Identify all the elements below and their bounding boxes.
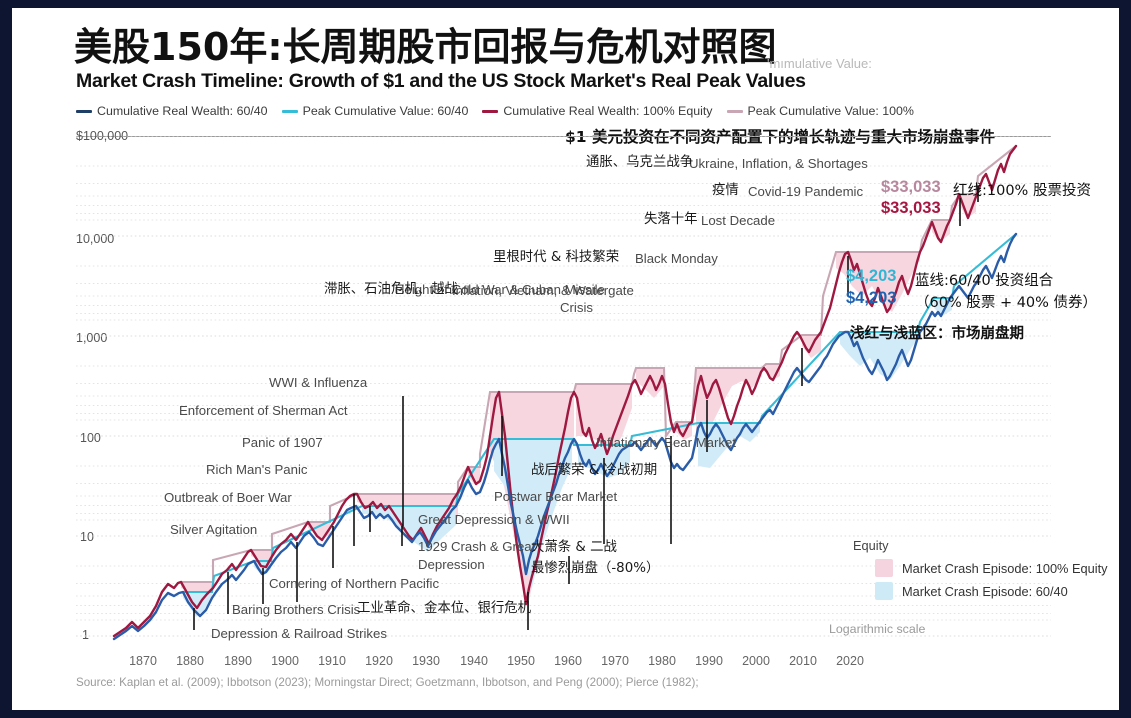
- callout-equity-peak-value: $33,033: [881, 178, 941, 196]
- x-axis-label-1930: 1930: [412, 654, 440, 668]
- x-axis-label-1920: 1920: [365, 654, 393, 668]
- callout-equity-note-cn: 红线:100% 股票投资: [953, 183, 1091, 199]
- crash-legend-label-equity: Market Crash Episode: 100% Equity: [902, 560, 1108, 576]
- legend-label-wealth-6040: Cumulative Real Wealth: 60/40: [97, 104, 268, 118]
- annotation-inflation-vietnam: Inflation, Vietnam, & Watergate: [452, 283, 634, 298]
- annotation-northern-pacific: Cornering of Northern Pacific: [269, 576, 440, 591]
- series-wealth-equity: [112, 144, 1018, 638]
- chart-plot-area: [76, 136, 1051, 641]
- subtitle-chinese: $1 美元投资在不同资产配置下的增长轨迹与重大市场崩盘事件: [565, 128, 995, 146]
- annotation-reagan-cn: 里根时代 & 科技繁荣: [493, 250, 620, 265]
- x-axis-label-2010: 2010: [789, 654, 817, 668]
- legend-label-peak-equity: Peak Cumulative Value: 100%: [747, 104, 914, 118]
- annotation-rich-mans-panic: Rich Man's Panic: [206, 462, 308, 477]
- legend-item-peak-equity: Peak Cumulative Value: 100%: [726, 104, 914, 118]
- callout-balanced-value: $4,203: [846, 289, 897, 307]
- annotation-1929-crash-line2: Depression: [418, 557, 485, 572]
- series-legend: Cumulative Real Wealth: 60/40 Peak Cumul…: [76, 104, 914, 118]
- legend-item-wealth-equity: Cumulative Real Wealth: 100% Equity: [482, 104, 713, 118]
- series-peak-equity: [181, 145, 1017, 584]
- annotation-silver-agitation: Silver Agitation: [170, 522, 258, 537]
- annotation-boer-war: Outbreak of Boer War: [164, 490, 292, 505]
- x-axis-label-1980: 1980: [648, 654, 676, 668]
- annotation-panic-1907: Panic of 1907: [242, 435, 323, 450]
- annotation-covid-cn: 疫情: [712, 183, 739, 198]
- annotation-inflation-cn: 滞胀、石油危机、越战: [324, 282, 458, 297]
- legend-swatch-wealth-6040: [76, 109, 92, 113]
- legend-label-peak-6040: Peak Cumulative Value: 60/40: [302, 104, 469, 118]
- callout-balanced-note-cn: 蓝线:60/40 投资组合: [915, 273, 1054, 289]
- annotation-postwar-cn: 战后繁荣 & 冷战初期: [531, 463, 658, 478]
- annotation-lost-decade-cn: 失落十年: [644, 212, 698, 227]
- crash-legend-row-equity: Market Crash Episode: 100% Equity: [875, 559, 1108, 577]
- log-scale-note: Logarithmic scale: [829, 622, 926, 636]
- crash-legend-label-balanced: Market Crash Episode: 60/40: [902, 583, 1068, 599]
- x-axis-label-1890: 1890: [224, 654, 252, 668]
- crash-legend-swatch-equity: [875, 559, 893, 577]
- crash-legend-swatch-balanced: [875, 582, 893, 600]
- annotation-lost-decade: Lost Decade: [701, 213, 776, 228]
- y-axis-label-10: 10: [80, 530, 94, 544]
- legend-swatch-wealth-equity: [482, 109, 499, 113]
- annotation-industrial-cn: 工业革命、金本位、银行危机: [357, 601, 532, 616]
- annotation-1929-crash-line1: 1929 Crash & Great: [418, 539, 536, 554]
- page-title-chinese: 美股150年:长周期股市回报与危机对照图: [74, 25, 777, 69]
- annotation-ukraine-cn: 通胀、乌克兰战争: [586, 155, 694, 170]
- chart-frame: 美股150年:长周期股市回报与危机对照图 Market Crash Timeli…: [12, 8, 1119, 710]
- x-axis-label-1970: 1970: [601, 654, 629, 668]
- legend-swatch-peak-equity: [726, 109, 743, 113]
- annotation-depression-railroad: Depression & Railroad Strikes: [211, 626, 387, 641]
- annotation-leader-lines: [193, 186, 979, 630]
- annotation-inflationary-bear: Inflationary Bear Market: [596, 435, 736, 450]
- callout-shade-note-cn: 浅红与浅蓝区：市场崩盘期: [850, 326, 1024, 342]
- x-axis-label-2000: 2000: [742, 654, 770, 668]
- annotation-great-depression-cn2: 最惨烈崩盘（-80%）: [531, 561, 660, 576]
- annotation-postwar-bear: Postwar Bear Market: [494, 489, 618, 504]
- x-axis-label-1910: 1910: [318, 654, 346, 668]
- crash-episode-legend: Equity Market Crash Episode: 100% Equity…: [853, 538, 1108, 605]
- y-axis-label-1000: 1,000: [76, 331, 108, 345]
- legend-item-wealth-6040: Cumulative Real Wealth: 60/40: [76, 104, 268, 118]
- annotation-sherman-act: Enforcement of Sherman Act: [179, 403, 348, 418]
- plot-top-rule: [76, 136, 1051, 137]
- x-axis-label-2020: 2020: [836, 654, 864, 668]
- legend-label-wealth-equity: Cumulative Real Wealth: 100% Equity: [503, 104, 713, 118]
- legend-swatch-peak-6040: [281, 109, 298, 113]
- annotation-great-depression-cn1: 大萧条 & 二战: [531, 540, 617, 555]
- x-axis-label-1950: 1950: [507, 654, 535, 668]
- annotation-ukraine: Ukraine, Inflation, & Shortages: [689, 156, 868, 171]
- artifact-text: 'mımulative Value:: [767, 56, 872, 71]
- y-axis-label-1: 1: [82, 628, 89, 642]
- annotation-wwi-influenza: WWI & Influenza: [269, 375, 368, 390]
- callout-balanced-peak-value: $4,203: [846, 267, 897, 285]
- x-axis-label-1900: 1900: [271, 654, 299, 668]
- x-axis-label-1940: 1940: [460, 654, 488, 668]
- x-axis-label-1990: 1990: [695, 654, 723, 668]
- source-citation: Source: Kaplan et al. (2009); Ibbotson (…: [76, 676, 699, 689]
- annotation-cold-war-line1: Height of Cold War & Cuban Missile: [395, 282, 605, 297]
- x-axis-label-1880: 1880: [176, 654, 204, 668]
- crash-legend-row-balanced: Market Crash Episode: 60/40: [875, 582, 1108, 600]
- annotation-covid: Covid-19 Pandemic: [748, 184, 864, 199]
- annotation-great-depression-wwii: Great Depression & WWII: [418, 512, 570, 527]
- y-axis-label-100: 100: [80, 431, 101, 445]
- annotation-black-monday: Black Monday: [635, 251, 718, 266]
- crash-legend-header: Equity: [853, 538, 889, 553]
- series-wealth-balanced: [112, 232, 1018, 641]
- page-title-english: Market Crash Timeline: Growth of $1 and …: [76, 70, 806, 92]
- annotation-baring-brothers: Baring Brothers Crisis: [232, 602, 361, 617]
- callout-equity-value: $33,033: [881, 199, 941, 217]
- x-axis-label-1870: 1870: [129, 654, 157, 668]
- crash-shading-balanced: [183, 298, 952, 617]
- legend-item-peak-6040: Peak Cumulative Value: 60/40: [281, 104, 469, 118]
- callout-balanced-note-cn2: （60% 股票 + 40% 债券）: [915, 295, 1098, 311]
- x-axis-label-1960: 1960: [554, 654, 582, 668]
- annotation-cold-war-line2: Crisis: [560, 300, 593, 315]
